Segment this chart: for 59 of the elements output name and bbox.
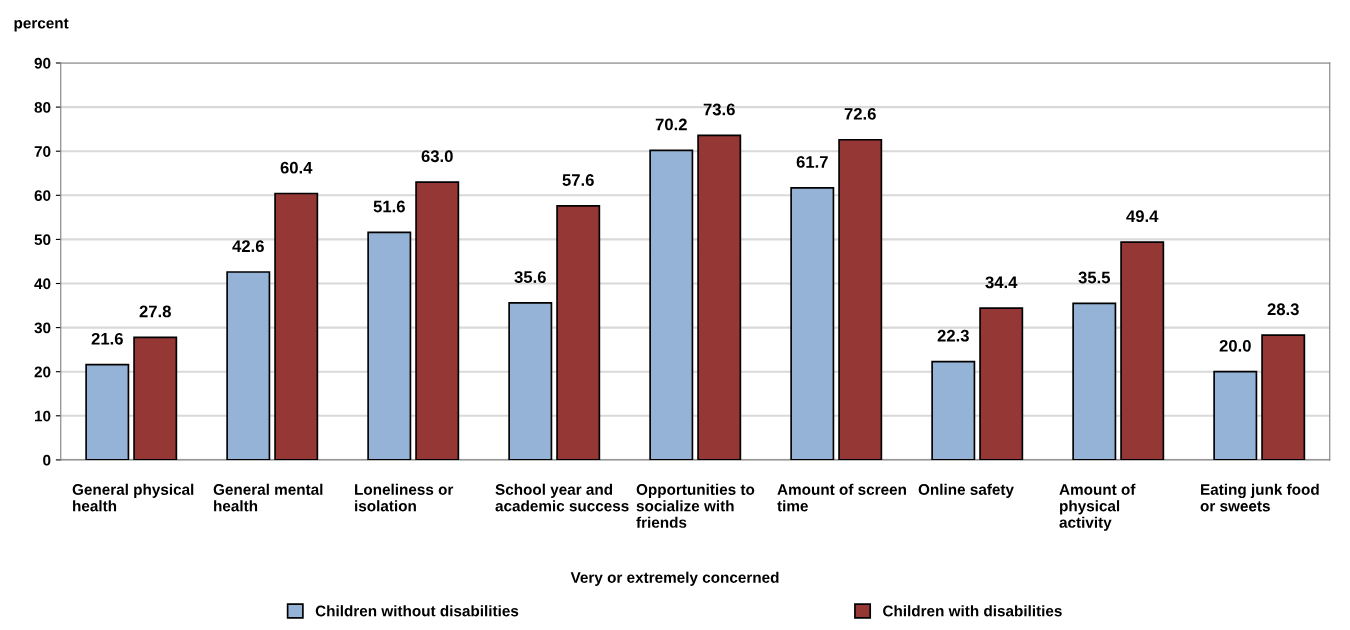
y-tick-label: 70 <box>34 146 51 157</box>
y-tick-label: 40 <box>34 278 51 290</box>
y-tick-label: 50 <box>34 234 51 246</box>
x-tick-label: Opportunities to socialize with friends <box>636 483 755 528</box>
y-tick-label: 90 <box>34 57 51 69</box>
bar <box>556 205 601 460</box>
data-label: 28.3 <box>1267 303 1299 316</box>
data-label: 60.4 <box>280 161 313 174</box>
data-label: 22.3 <box>937 329 969 342</box>
bar <box>979 307 1024 460</box>
y-tick-label: 20 <box>34 366 51 378</box>
y-tick-label: 30 <box>34 322 51 334</box>
data-label: 42.6 <box>232 240 264 253</box>
x-axis-title: Very or extremely concerned <box>570 571 779 586</box>
bar <box>508 302 553 460</box>
x-tick-label: School year and academic success <box>495 483 629 512</box>
bar <box>226 271 271 460</box>
bar <box>790 186 835 460</box>
x-tick-label: Amount of screen time <box>777 483 906 512</box>
bar <box>1120 241 1165 460</box>
y-axis-title: percent <box>14 18 69 32</box>
data-label: 73.6 <box>703 103 735 116</box>
bar <box>697 134 742 460</box>
x-tick-label: General physical health <box>72 483 194 512</box>
x-tick-label: Online safety <box>918 483 1014 498</box>
data-label: 35.6 <box>514 271 546 283</box>
y-tick-label: 10 <box>35 410 51 422</box>
bar <box>1072 302 1117 460</box>
data-label: 27.8 <box>139 305 171 318</box>
y-tick-label: 0 <box>43 454 51 466</box>
data-label: 51.6 <box>373 200 405 213</box>
data-label: 70.2 <box>655 118 687 131</box>
bar <box>85 363 130 460</box>
x-tick-label: Eating junk food or sweets <box>1200 483 1319 512</box>
bar <box>367 231 412 460</box>
y-tick-label: 80 <box>34 101 51 113</box>
legend-label: Children without disabilities <box>315 605 519 617</box>
bar <box>931 360 976 460</box>
data-label: 61.7 <box>796 156 828 168</box>
x-tick-label: General mental health <box>213 483 323 512</box>
data-label: 57.6 <box>562 174 594 186</box>
bar <box>1261 334 1306 460</box>
data-label: 72.6 <box>844 107 876 120</box>
bar <box>1213 370 1258 460</box>
data-label: 49.4 <box>1126 210 1159 223</box>
x-tick-label: Loneliness or isolation <box>355 483 454 512</box>
data-label: 20.0 <box>1219 339 1251 352</box>
bar <box>415 181 460 460</box>
x-tick-label: Amount of physical activity <box>1059 483 1136 531</box>
y-tick-label: 60 <box>34 190 51 201</box>
bar <box>838 138 883 460</box>
data-label: 21.6 <box>91 332 123 345</box>
legend-label: Children with disabilities <box>883 605 1062 617</box>
data-label: 35.5 <box>1078 271 1111 284</box>
bar <box>133 336 178 460</box>
data-label: 63.0 <box>421 150 453 163</box>
data-label: 34.4 <box>985 276 1018 289</box>
bar <box>274 192 319 460</box>
bar <box>649 149 694 460</box>
